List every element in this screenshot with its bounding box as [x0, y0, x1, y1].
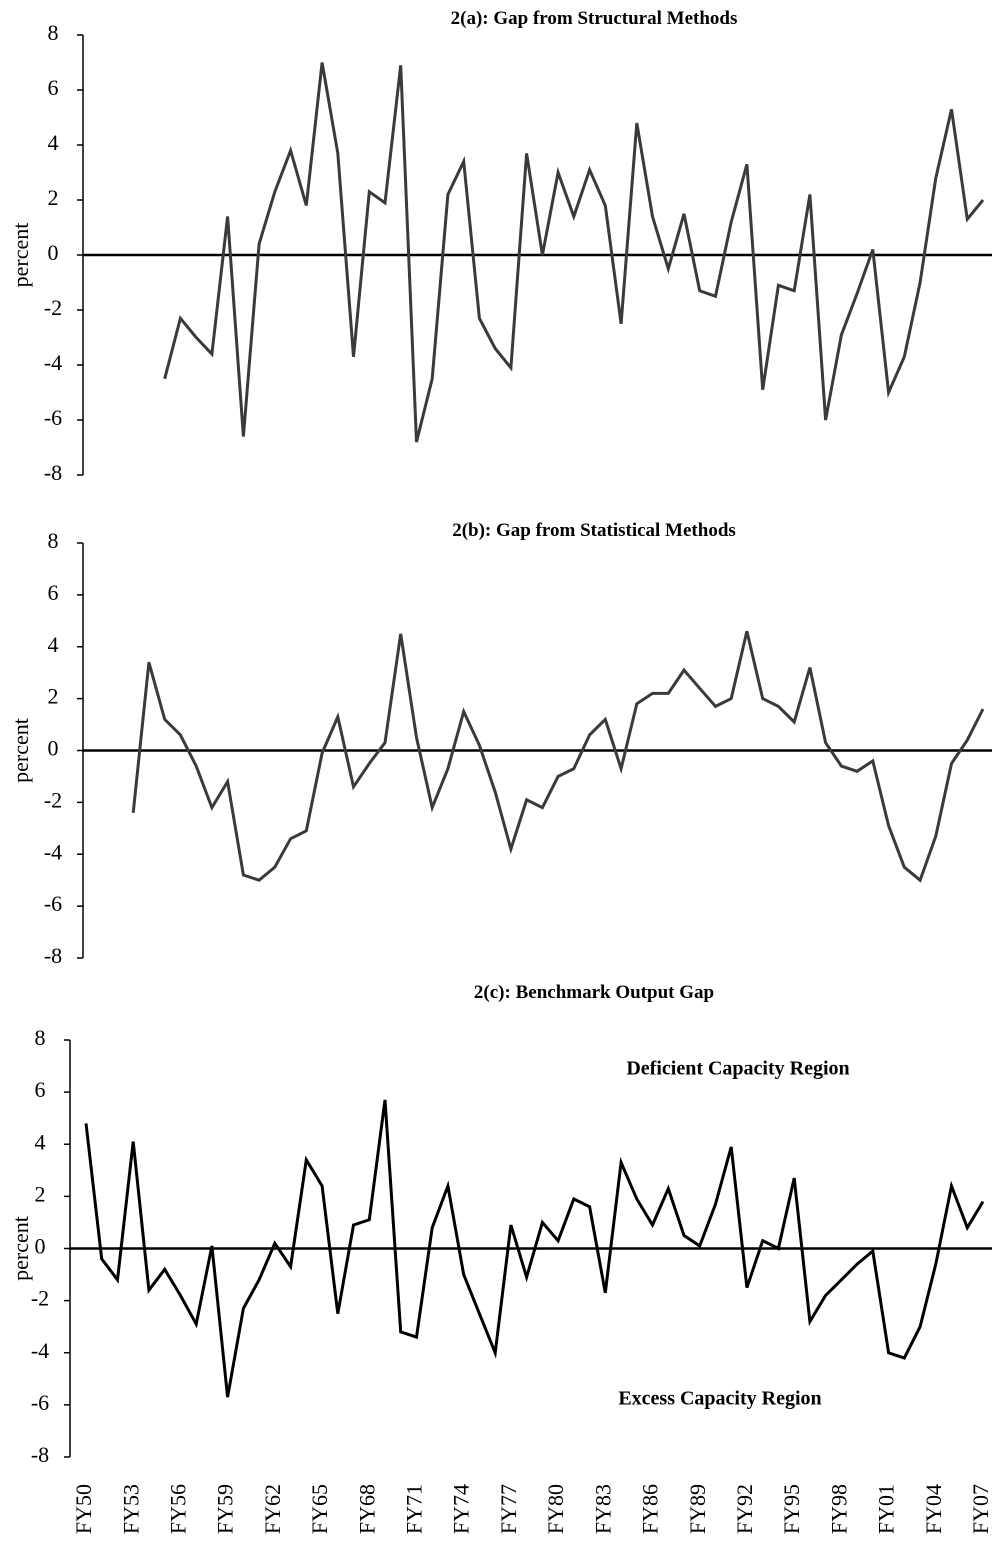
y-tick-label: 0: [35, 1234, 46, 1259]
x-tick-label: FY50: [71, 1484, 96, 1534]
annotation: Excess Capacity Region: [618, 1388, 821, 1410]
chart-title: 2(a): Gap from Structural Methods: [451, 8, 738, 29]
y-tick-label: -2: [44, 295, 62, 320]
y-tick-label: -4: [31, 1338, 49, 1363]
y-tick-label: -2: [44, 787, 62, 812]
annotation: Deficient Capacity Region: [626, 1058, 849, 1080]
x-tick-label: FY68: [354, 1484, 379, 1534]
y-tick-label: 0: [48, 736, 59, 761]
x-tick-label: FY92: [732, 1484, 757, 1534]
x-tick-label: FY01: [874, 1484, 899, 1534]
x-tick-label: FY71: [402, 1484, 427, 1534]
y-tick-label: -6: [44, 405, 62, 430]
y-tick-label: -6: [44, 891, 62, 916]
x-tick-label: FY74: [449, 1484, 474, 1534]
y-tick-label: -6: [31, 1390, 49, 1415]
y-tick-label: 6: [48, 75, 59, 100]
chart-title: 2(c): Benchmark Output Gap: [474, 982, 714, 1003]
x-tick-label: FY53: [118, 1484, 143, 1534]
y-tick-label: 2: [48, 684, 59, 709]
y-tick-label: -8: [44, 943, 62, 968]
y-axis-label: percent: [8, 718, 33, 783]
y-tick-label: 6: [35, 1077, 46, 1102]
y-tick-label: -4: [44, 839, 62, 864]
x-tick-label: FY07: [968, 1484, 993, 1534]
x-tick-label: FY83: [590, 1484, 615, 1534]
y-tick-label: -8: [44, 460, 62, 485]
y-tick-label: 8: [35, 1025, 46, 1050]
y-tick-label: 2: [48, 185, 59, 210]
chart-title: 2(b): Gap from Statistical Methods: [452, 520, 736, 541]
y-tick-label: 4: [48, 632, 59, 657]
y-tick-label: 2: [35, 1181, 46, 1206]
y-tick-label: -4: [44, 350, 62, 375]
x-tick-label: FY80: [543, 1484, 568, 1534]
x-tick-label: FY04: [921, 1484, 946, 1534]
y-axis-label: percent: [8, 1216, 33, 1281]
x-tick-label: FY86: [638, 1484, 663, 1534]
y-tick-label: 8: [48, 528, 59, 553]
data-line: [131, 630, 985, 883]
data-line: [163, 62, 985, 443]
x-tick-label: FY77: [496, 1484, 521, 1534]
x-tick-label: FY56: [165, 1484, 190, 1534]
y-tick-label: -2: [31, 1286, 49, 1311]
y-tick-label: 4: [48, 130, 59, 155]
y-tick-label: 4: [35, 1129, 46, 1154]
x-tick-label: FY98: [826, 1484, 851, 1534]
data-line: [84, 1099, 985, 1398]
y-axis-label: percent: [8, 223, 33, 288]
x-tick-label: FY62: [260, 1484, 285, 1534]
x-tick-label: FY59: [213, 1484, 238, 1534]
y-tick-label: 6: [48, 580, 59, 605]
x-tick-label: FY65: [307, 1484, 332, 1534]
x-tick-label: FY95: [779, 1484, 804, 1534]
x-tick-label: FY89: [685, 1484, 710, 1534]
y-tick-label: -8: [31, 1442, 49, 1467]
y-tick-label: 8: [48, 20, 59, 45]
y-tick-label: 0: [48, 240, 59, 265]
